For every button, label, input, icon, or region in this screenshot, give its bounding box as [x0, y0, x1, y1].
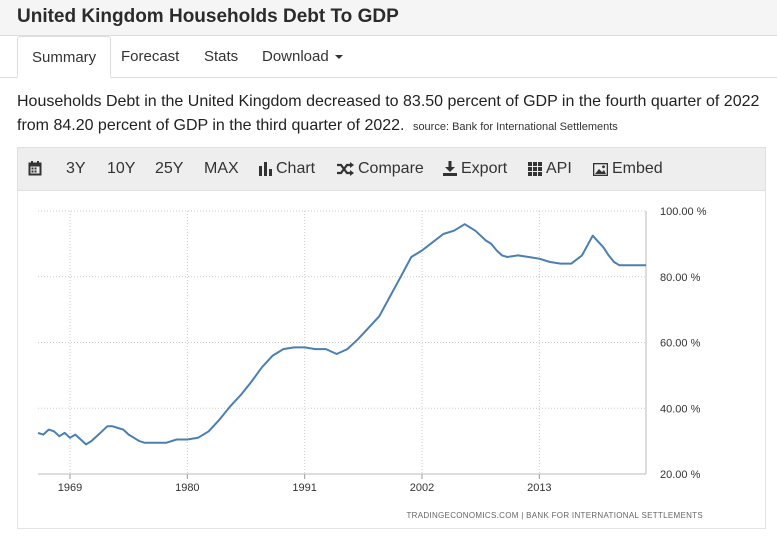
line-chart: 20.00 % 40.00 % 60.00 % 80.00 % 100.00 % 1969… — [37, 206, 707, 494]
series-line — [37, 223, 646, 446]
range-25y-button[interactable]: 25Y — [155, 160, 184, 177]
range-max-button[interactable]: MAX — [204, 160, 239, 177]
x-tick-label: 2013 — [527, 482, 551, 494]
range-3y-button[interactable]: 3Y — [66, 160, 86, 177]
summary-text: Households Debt in the United Kingdom de… — [17, 93, 760, 134]
tab-download-label: Download — [262, 48, 329, 65]
api-button[interactable]: API — [528, 148, 572, 190]
source-note: source: Bank for International Settlemen… — [412, 121, 618, 133]
tab-forecast[interactable]: Forecast — [121, 48, 180, 65]
caret-down-icon — [334, 55, 343, 60]
embed-button-label: Embed — [612, 160, 663, 177]
tab-bar: Summary Forecast Stats Download — [0, 36, 777, 78]
api-button-label: API — [546, 160, 572, 177]
embed-button[interactable]: Embed — [592, 148, 663, 190]
compare-button[interactable]: Compare — [336, 148, 424, 190]
chart-toolbar: 3Y 10Y 25Y MAX Chart Compare Export API — [17, 147, 766, 191]
x-tick-label: 1969 — [58, 482, 82, 494]
calendar-button[interactable] — [28, 148, 46, 190]
shuffle-icon — [337, 162, 354, 176]
tab-download[interactable]: Download — [248, 36, 357, 78]
tab-stats[interactable]: Stats — [204, 48, 239, 65]
chart-type-button[interactable]: Chart — [259, 148, 315, 190]
export-button[interactable]: Export — [443, 148, 507, 190]
range-10y-button[interactable]: 10Y — [107, 160, 136, 177]
chart-credit: TRADINGECONOMICS.COM | BANK FOR INTERNAT… — [406, 511, 703, 520]
tab-summary[interactable]: Summary — [17, 36, 112, 78]
x-tick-label: 2002 — [410, 482, 434, 494]
compare-button-label: Compare — [358, 160, 424, 177]
chart-button-label: Chart — [276, 160, 316, 177]
x-tick-label: 1980 — [175, 482, 199, 494]
bar-chart-icon — [259, 162, 272, 176]
export-button-label: Export — [461, 160, 508, 177]
summary-description: Households Debt in the United Kingdom de… — [17, 90, 772, 139]
download-icon — [443, 161, 457, 176]
title-bar: United Kingdom Households Debt To GDP — [0, 0, 777, 36]
y-tick-label: 100.00 % — [660, 206, 707, 218]
grid-icon — [528, 162, 542, 176]
chart-container: 20.00 % 40.00 % 60.00 % 80.00 % 100.00 % 1969… — [17, 191, 766, 529]
x-tick-label: 1991 — [292, 482, 316, 494]
page-title: United Kingdom Households Debt To GDP — [17, 6, 399, 27]
image-icon — [592, 162, 609, 177]
y-tick-label: 20.00 % — [660, 469, 701, 481]
y-tick-label: 80.00 % — [660, 272, 701, 284]
y-tick-label: 40.00 % — [660, 403, 701, 415]
y-tick-label: 60.00 % — [660, 338, 701, 350]
calendar-icon — [28, 161, 42, 176]
